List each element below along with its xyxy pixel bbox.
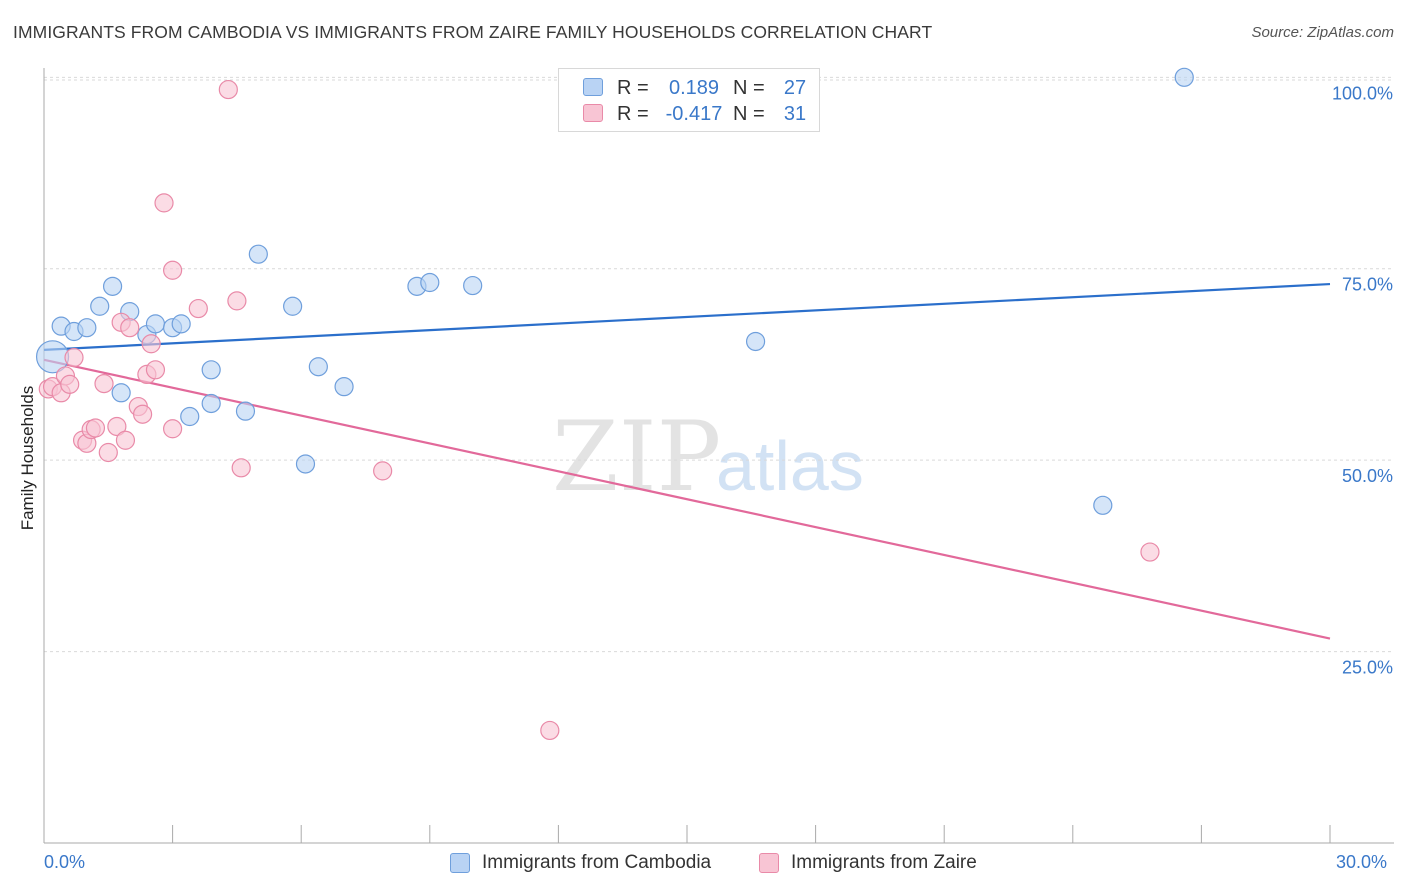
point-zaire	[98, 442, 118, 463]
y-tick-labels: 25.0% 50.0% 75.0% 100.0%	[1332, 83, 1393, 677]
point-zaire	[115, 430, 136, 450]
legend-n-label: N =	[733, 103, 765, 125]
point-zaire	[120, 318, 140, 338]
legend-swatch-cambodia	[583, 78, 603, 96]
point-cambodia	[77, 318, 97, 338]
legend-r-label: R =	[617, 77, 649, 99]
trend-line-zaire	[43, 358, 1331, 640]
x-tick-label-max: 30.0%	[1336, 852, 1388, 872]
trend-line-cambodia	[43, 282, 1331, 351]
point-cambodia	[235, 401, 256, 421]
point-zaire	[163, 419, 183, 439]
legend-swatch-zaire	[583, 104, 603, 122]
legend-n-label: N =	[733, 77, 765, 99]
y-tick-label: 100.0%	[1332, 83, 1393, 103]
point-zaire	[163, 260, 183, 280]
point-cambodia	[180, 406, 200, 427]
point-cambodia	[201, 393, 221, 414]
legend-n-value: 27	[783, 77, 807, 99]
point-zaire	[64, 347, 84, 368]
gridlines	[44, 76, 1394, 653]
point-zaire	[145, 360, 166, 380]
axes	[43, 68, 1394, 844]
data-points	[35, 67, 1194, 741]
point-cambodia	[145, 314, 166, 334]
point-cambodia	[1093, 495, 1113, 515]
point-cambodia	[1174, 67, 1194, 87]
point-cambodia	[201, 360, 221, 380]
point-cambodia	[171, 314, 191, 334]
watermark-atlas: atlas	[716, 427, 864, 505]
point-zaire	[231, 458, 251, 478]
point-zaire	[85, 418, 106, 438]
y-tick-label: 25.0%	[1342, 658, 1393, 678]
point-cambodia	[745, 331, 766, 352]
point-zaire	[188, 298, 208, 319]
x-tick-label-min: 0.0%	[44, 852, 86, 872]
watermark-zip: ZIP	[552, 401, 721, 513]
point-cambodia	[102, 276, 123, 296]
point-cambodia	[308, 357, 328, 377]
point-cambodia	[463, 275, 483, 296]
point-cambodia	[420, 272, 440, 293]
point-cambodia	[283, 296, 303, 316]
y-tick-label: 50.0%	[1342, 466, 1393, 486]
point-cambodia	[334, 377, 354, 397]
point-zaire	[94, 373, 114, 394]
series-swatch-cambodia	[450, 853, 470, 873]
point-zaire	[60, 374, 80, 394]
series-label-zaire: Immigrants from Zaire	[791, 852, 977, 873]
legend-r-label: R =	[617, 103, 649, 125]
point-cambodia	[90, 296, 110, 316]
legend-n-value: 31	[783, 103, 807, 125]
point-zaire	[154, 193, 174, 213]
point-cambodia	[248, 244, 268, 264]
point-zaire	[227, 291, 247, 311]
series-label-cambodia: Immigrants from Cambodia	[482, 852, 712, 873]
point-cambodia	[295, 454, 316, 474]
point-zaire	[1140, 542, 1160, 562]
point-cambodia	[111, 383, 131, 403]
point-zaire	[218, 79, 238, 100]
legend-r-value: 0.189	[668, 77, 720, 99]
point-zaire	[132, 404, 153, 424]
point-zaire	[373, 461, 393, 481]
y-tick-label: 75.0%	[1342, 275, 1393, 295]
correlation-legend: R = 0.189 N = 27 R = -0.417 N = 31	[558, 68, 820, 132]
series-legend: Immigrants from Cambodia Immigrants from…	[0, 852, 1406, 876]
source-credit: Source: ZipAtlas.com	[1251, 24, 1394, 41]
series-swatch-zaire	[759, 853, 779, 873]
legend-r-value: -0.417	[665, 103, 723, 125]
chart-title: IMMIGRANTS FROM CAMBODIA VS IMMIGRANTS F…	[13, 22, 933, 42]
point-zaire	[141, 334, 161, 354]
trend-lines	[43, 282, 1331, 640]
point-zaire	[107, 416, 127, 437]
point-zaire	[540, 720, 560, 741]
